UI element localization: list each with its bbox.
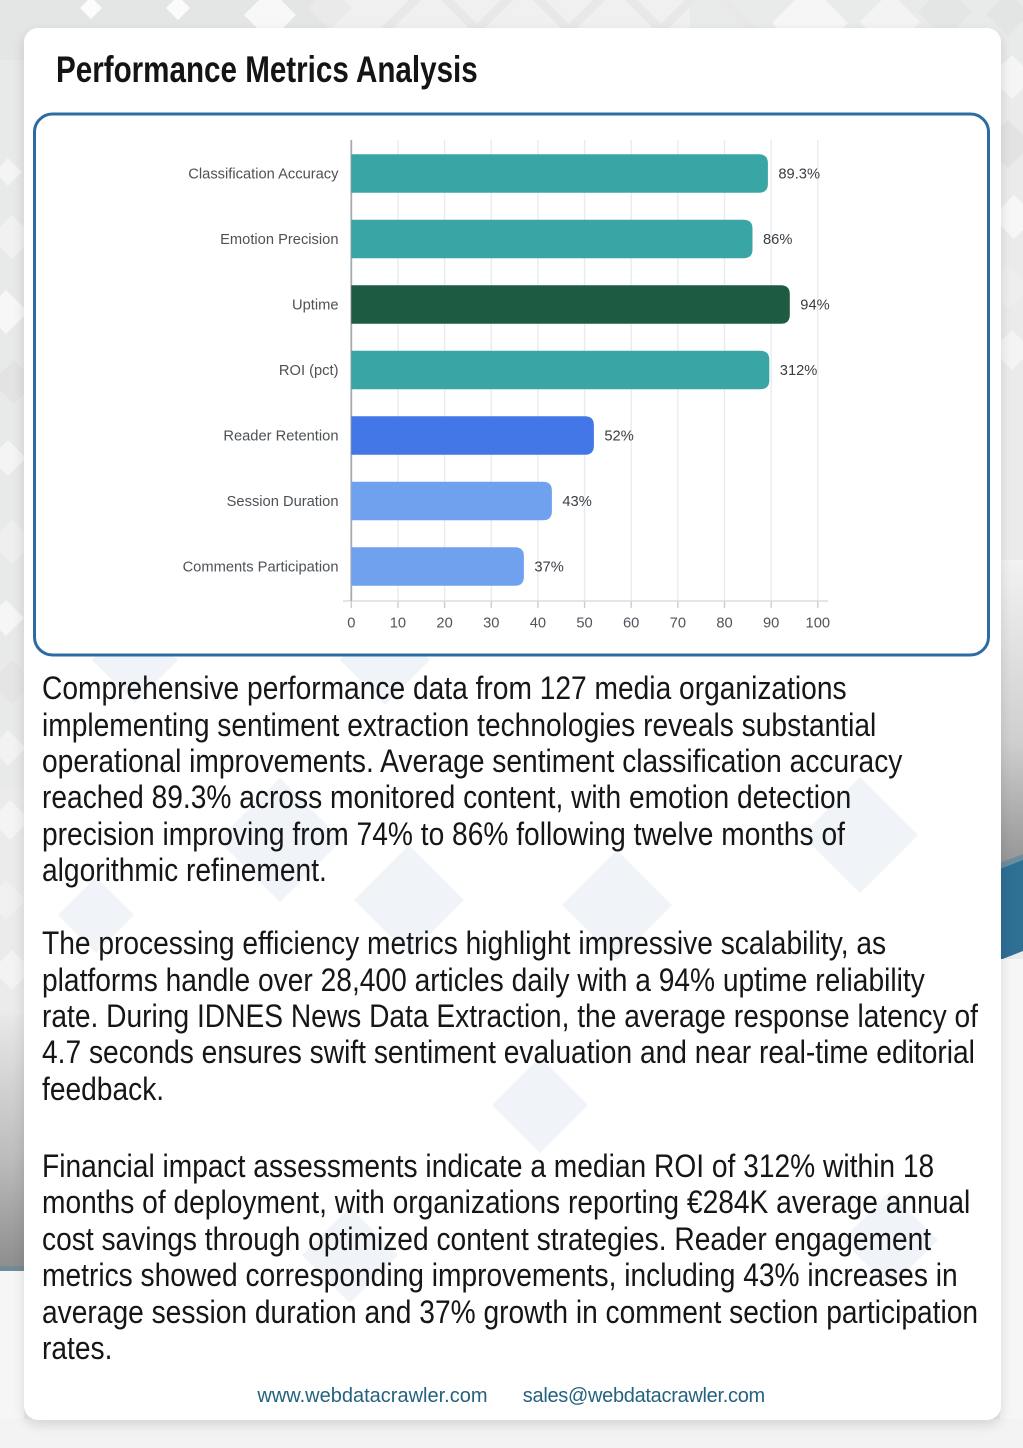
svg-text:0: 0 [347, 615, 355, 631]
svg-text:60: 60 [623, 615, 639, 631]
svg-text:100: 100 [806, 615, 831, 631]
svg-text:70: 70 [670, 615, 686, 631]
svg-text:80: 80 [716, 615, 732, 631]
svg-text:Reader Retention: Reader Retention [223, 429, 338, 445]
svg-text:43%: 43% [562, 494, 591, 510]
svg-text:Uptime: Uptime [292, 298, 339, 314]
svg-text:Classification Accuracy: Classification Accuracy [188, 167, 339, 183]
svg-text:30: 30 [483, 615, 499, 631]
svg-text:89.3%: 89.3% [778, 167, 820, 183]
svg-text:37%: 37% [534, 560, 563, 576]
svg-text:312%: 312% [780, 363, 818, 379]
svg-text:Emotion Precision: Emotion Precision [220, 232, 338, 248]
svg-text:ROI (pct): ROI (pct) [279, 363, 339, 379]
svg-text:Comments Participation: Comments Participation [183, 560, 339, 576]
svg-text:10: 10 [390, 615, 406, 631]
svg-text:Session Duration: Session Duration [227, 494, 339, 510]
svg-text:20: 20 [436, 615, 452, 631]
svg-text:86%: 86% [763, 232, 792, 248]
svg-text:94%: 94% [800, 298, 829, 314]
svg-text:50: 50 [576, 615, 592, 631]
svg-text:40: 40 [530, 615, 546, 631]
svg-text:52%: 52% [604, 429, 633, 445]
svg-text:90: 90 [763, 615, 779, 631]
